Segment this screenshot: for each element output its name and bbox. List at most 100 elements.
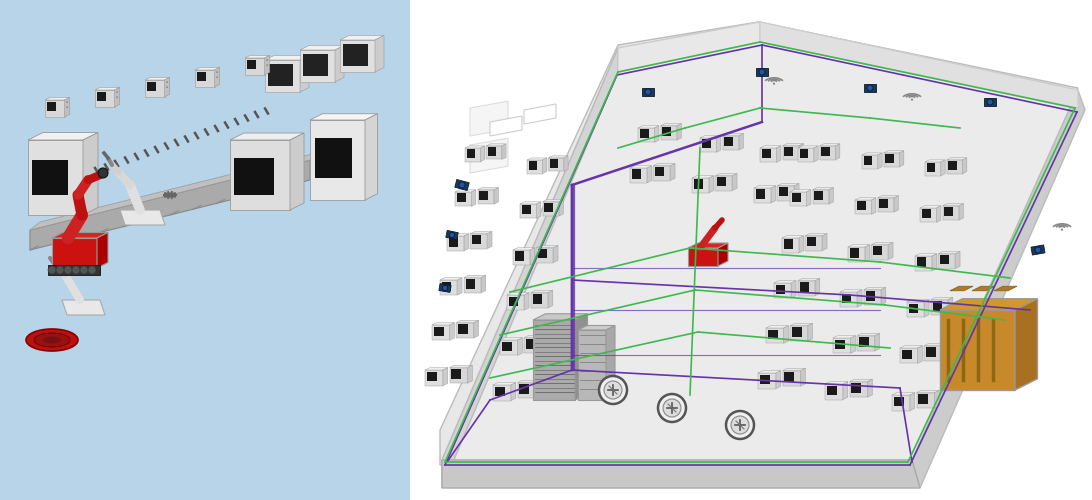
Circle shape xyxy=(117,92,118,93)
Polygon shape xyxy=(784,326,788,344)
Polygon shape xyxy=(335,46,344,82)
Polygon shape xyxy=(520,384,530,394)
Polygon shape xyxy=(692,176,714,178)
Polygon shape xyxy=(878,153,882,169)
Polygon shape xyxy=(48,265,100,275)
Polygon shape xyxy=(942,204,963,206)
Polygon shape xyxy=(300,56,309,92)
Polygon shape xyxy=(855,198,876,200)
Polygon shape xyxy=(456,320,478,322)
Circle shape xyxy=(266,60,268,61)
Polygon shape xyxy=(474,320,478,338)
Polygon shape xyxy=(536,202,541,218)
Polygon shape xyxy=(917,346,923,364)
Polygon shape xyxy=(994,286,1017,291)
Polygon shape xyxy=(531,292,548,308)
Polygon shape xyxy=(935,390,939,408)
Polygon shape xyxy=(488,148,497,156)
Polygon shape xyxy=(449,238,459,246)
Circle shape xyxy=(449,232,454,237)
Polygon shape xyxy=(492,382,515,385)
Polygon shape xyxy=(733,174,737,190)
Polygon shape xyxy=(630,166,652,168)
Polygon shape xyxy=(52,232,108,238)
Polygon shape xyxy=(933,254,937,271)
Polygon shape xyxy=(456,322,474,338)
Polygon shape xyxy=(455,190,476,192)
Polygon shape xyxy=(871,242,893,244)
Polygon shape xyxy=(300,50,335,82)
Polygon shape xyxy=(835,144,840,160)
Polygon shape xyxy=(806,236,822,250)
Polygon shape xyxy=(909,304,918,313)
Polygon shape xyxy=(670,164,675,180)
Polygon shape xyxy=(798,280,816,296)
Polygon shape xyxy=(907,300,929,302)
Polygon shape xyxy=(798,146,818,148)
Polygon shape xyxy=(938,254,956,268)
Polygon shape xyxy=(868,379,873,397)
Circle shape xyxy=(56,266,64,274)
Polygon shape xyxy=(535,380,541,398)
Polygon shape xyxy=(83,132,98,215)
Polygon shape xyxy=(916,390,939,392)
Polygon shape xyxy=(790,192,807,206)
Polygon shape xyxy=(709,176,714,193)
Polygon shape xyxy=(717,177,726,186)
Polygon shape xyxy=(518,382,535,398)
Polygon shape xyxy=(425,368,448,370)
Polygon shape xyxy=(482,276,486,293)
Polygon shape xyxy=(715,176,733,190)
Polygon shape xyxy=(447,236,464,251)
Polygon shape xyxy=(472,190,476,206)
Polygon shape xyxy=(878,196,899,198)
Polygon shape xyxy=(492,385,511,400)
Polygon shape xyxy=(310,114,378,120)
Polygon shape xyxy=(784,147,793,156)
Polygon shape xyxy=(792,327,802,336)
Polygon shape xyxy=(661,126,677,140)
Polygon shape xyxy=(471,234,487,248)
Polygon shape xyxy=(848,244,869,247)
Polygon shape xyxy=(522,206,531,214)
Polygon shape xyxy=(464,278,482,293)
Polygon shape xyxy=(948,298,953,315)
Polygon shape xyxy=(927,164,936,172)
Polygon shape xyxy=(821,148,830,156)
Polygon shape xyxy=(440,280,458,295)
Polygon shape xyxy=(693,180,703,188)
Polygon shape xyxy=(900,348,917,364)
Circle shape xyxy=(773,82,775,84)
Polygon shape xyxy=(500,340,518,355)
Polygon shape xyxy=(910,392,915,410)
Polygon shape xyxy=(784,240,793,248)
Polygon shape xyxy=(578,326,615,330)
Polygon shape xyxy=(883,151,904,153)
Polygon shape xyxy=(925,162,941,176)
Polygon shape xyxy=(807,237,817,246)
Polygon shape xyxy=(343,44,368,66)
Polygon shape xyxy=(776,146,781,162)
Circle shape xyxy=(48,266,56,274)
Polygon shape xyxy=(834,340,844,349)
Polygon shape xyxy=(28,132,98,140)
Polygon shape xyxy=(147,82,156,92)
Polygon shape xyxy=(942,344,947,361)
Polygon shape xyxy=(790,190,811,192)
Polygon shape xyxy=(490,116,522,136)
Polygon shape xyxy=(653,164,675,166)
Polygon shape xyxy=(864,288,886,290)
Polygon shape xyxy=(864,290,881,305)
Polygon shape xyxy=(778,184,799,186)
Polygon shape xyxy=(945,207,953,216)
Polygon shape xyxy=(470,138,508,173)
Circle shape xyxy=(645,89,651,95)
Polygon shape xyxy=(427,372,437,381)
Circle shape xyxy=(72,266,80,274)
Polygon shape xyxy=(799,144,804,160)
Polygon shape xyxy=(857,336,875,351)
Polygon shape xyxy=(760,22,1078,108)
Polygon shape xyxy=(434,326,443,336)
Polygon shape xyxy=(677,124,681,140)
Polygon shape xyxy=(47,102,56,112)
